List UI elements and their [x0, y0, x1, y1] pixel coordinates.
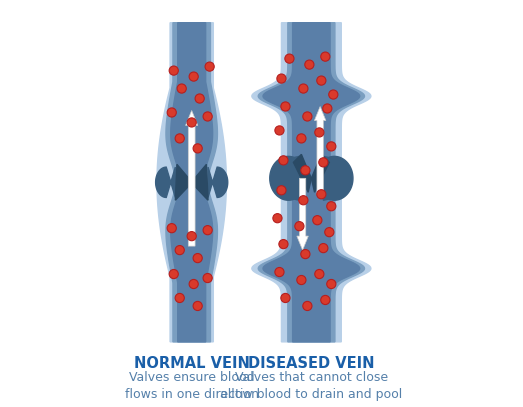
Circle shape: [175, 293, 184, 302]
Circle shape: [315, 128, 324, 137]
Circle shape: [189, 72, 198, 81]
Polygon shape: [208, 167, 228, 197]
Polygon shape: [166, 23, 218, 342]
Circle shape: [281, 293, 290, 302]
Polygon shape: [175, 164, 190, 200]
Circle shape: [273, 214, 282, 223]
Circle shape: [329, 90, 338, 99]
Circle shape: [317, 76, 326, 85]
Circle shape: [203, 274, 212, 282]
Circle shape: [327, 142, 336, 151]
FancyArrow shape: [186, 110, 198, 246]
Circle shape: [325, 228, 334, 237]
Polygon shape: [311, 154, 329, 192]
Circle shape: [195, 94, 204, 103]
Circle shape: [315, 269, 324, 279]
Circle shape: [299, 196, 308, 205]
Polygon shape: [323, 156, 353, 200]
Circle shape: [203, 225, 212, 235]
Circle shape: [193, 144, 202, 153]
Circle shape: [305, 60, 314, 69]
FancyArrow shape: [297, 178, 309, 250]
Circle shape: [317, 190, 326, 199]
Circle shape: [169, 66, 178, 75]
Circle shape: [275, 267, 284, 277]
Circle shape: [323, 104, 332, 113]
Circle shape: [175, 134, 184, 143]
Circle shape: [319, 243, 328, 253]
Circle shape: [301, 249, 310, 259]
Circle shape: [299, 84, 308, 93]
Circle shape: [277, 74, 286, 83]
Circle shape: [303, 301, 312, 311]
Circle shape: [279, 156, 288, 165]
Circle shape: [175, 245, 184, 255]
Circle shape: [167, 108, 176, 117]
Circle shape: [281, 102, 290, 111]
Polygon shape: [258, 23, 365, 342]
Circle shape: [285, 54, 294, 63]
Circle shape: [167, 223, 176, 233]
Circle shape: [327, 201, 336, 211]
Circle shape: [303, 112, 312, 121]
Polygon shape: [170, 23, 213, 342]
Circle shape: [295, 221, 304, 231]
Circle shape: [187, 232, 196, 241]
Polygon shape: [270, 156, 299, 200]
Circle shape: [187, 118, 196, 127]
Circle shape: [177, 84, 186, 93]
Circle shape: [189, 280, 198, 289]
Circle shape: [301, 166, 310, 175]
Text: NORMAL VEIN: NORMAL VEIN: [134, 356, 249, 371]
Text: Valves that cannot close
allow blood to drain and pool: Valves that cannot close allow blood to …: [220, 371, 403, 400]
Text: DISEASED VEIN: DISEASED VEIN: [248, 356, 374, 371]
Circle shape: [277, 186, 286, 195]
Circle shape: [193, 301, 202, 311]
Circle shape: [313, 216, 322, 225]
Polygon shape: [157, 23, 226, 342]
Text: Valves ensure blood
flows in one direction: Valves ensure blood flows in one directi…: [124, 371, 259, 400]
Circle shape: [169, 269, 178, 279]
Circle shape: [279, 240, 288, 249]
Circle shape: [321, 295, 330, 304]
Circle shape: [319, 158, 328, 167]
Circle shape: [327, 280, 336, 289]
Circle shape: [297, 134, 306, 143]
Circle shape: [193, 254, 202, 263]
Polygon shape: [194, 164, 208, 200]
Polygon shape: [293, 154, 311, 192]
Circle shape: [205, 62, 214, 71]
Circle shape: [275, 126, 284, 135]
Circle shape: [203, 112, 212, 121]
Circle shape: [297, 276, 306, 284]
Polygon shape: [252, 23, 371, 342]
FancyArrow shape: [314, 107, 326, 194]
Polygon shape: [263, 23, 360, 342]
Circle shape: [321, 52, 330, 61]
Polygon shape: [156, 167, 175, 197]
